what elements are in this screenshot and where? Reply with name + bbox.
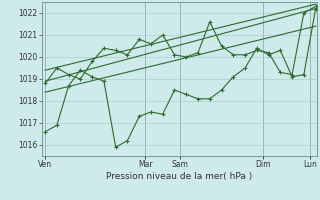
X-axis label: Pression niveau de la mer( hPa ): Pression niveau de la mer( hPa ) bbox=[106, 172, 252, 181]
